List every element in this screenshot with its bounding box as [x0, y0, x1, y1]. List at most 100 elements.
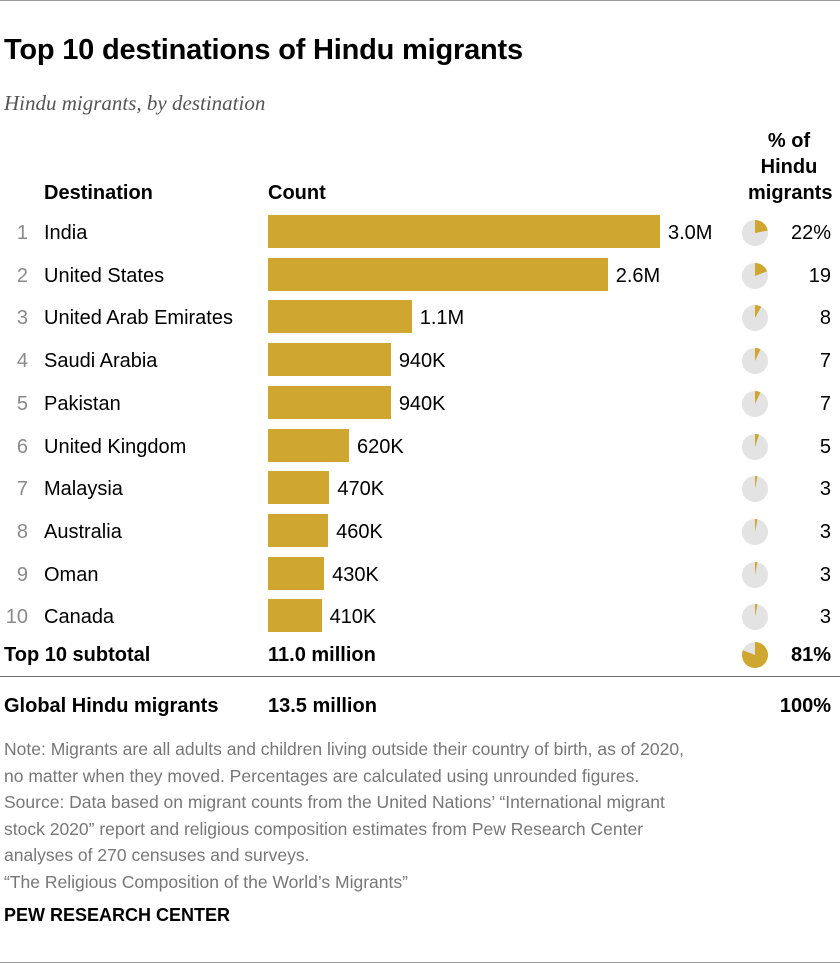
- percent-pie: [742, 604, 768, 631]
- destination-header: Destination: [44, 182, 153, 204]
- percent-pie: [742, 220, 768, 246]
- chart-title: Top 10 destinations of Hindu migrants: [4, 34, 523, 66]
- source-line: Source: Data based on migrant counts fro…: [4, 792, 665, 812]
- table-row: 5 Pakistan 940K 7: [0, 385, 840, 422]
- pie-slice: [755, 220, 768, 233]
- percent-header-line3: migrants: [748, 182, 833, 204]
- pie-slice: [741, 642, 768, 668]
- bar-value-label: 470K: [337, 478, 385, 501]
- percent-pie: [742, 262, 768, 289]
- destination-label: India: [44, 222, 88, 244]
- percent-pie: [742, 518, 768, 545]
- table-row: 9 Oman 430K 3: [0, 556, 840, 593]
- table-row: 10 Canada 410K 3: [0, 599, 840, 635]
- destination-label: Oman: [44, 563, 99, 586]
- bar: [268, 556, 325, 590]
- rank-label: 9: [16, 563, 28, 586]
- table-row: 4 Saudi Arabia 940K 7: [0, 343, 840, 379]
- rank-label: 7: [16, 478, 28, 501]
- destination-label: Australia: [44, 520, 122, 543]
- destination-label: Malaysia: [44, 478, 123, 501]
- percent-pie: [742, 390, 768, 417]
- note-line: no matter when they moved. Percentages a…: [4, 765, 640, 786]
- destination-label: United Arab Emirates: [44, 307, 233, 330]
- notes: Note: Migrants are all adults and childr…: [4, 736, 824, 895]
- bottom-rule: [0, 962, 840, 963]
- percent-label: 7: [819, 392, 831, 415]
- percent-pie: [742, 305, 768, 332]
- percent-header: % of Hindu migrants: [748, 128, 833, 206]
- global-row: Global Hindu migrants 13.5 million 100%: [0, 692, 840, 722]
- bar-value-label: 430K: [332, 563, 379, 586]
- rank-label: 3: [16, 307, 28, 330]
- table-row: 3 United Arab Emirates 1.1M 8: [0, 300, 840, 336]
- bar-value-label: 460K: [336, 520, 383, 543]
- percent-label: 3: [819, 563, 831, 586]
- percent-label: 3: [819, 478, 831, 501]
- percent-pie: [742, 433, 768, 460]
- pie-slice: [755, 262, 768, 276]
- rank-label: 4: [16, 350, 28, 373]
- percent-label: 5: [819, 435, 831, 458]
- pie-slice: [755, 518, 758, 532]
- bar-value-label: 410K: [329, 606, 377, 629]
- bar: [268, 599, 322, 633]
- destination-label: Canada: [44, 606, 115, 629]
- subtotal-row: Top 10 subtotal 11.0 million 81%: [0, 641, 840, 671]
- bar: [268, 513, 329, 547]
- pie-slice: [755, 561, 758, 575]
- table-row: 2 United States 2.6M 19: [0, 257, 840, 294]
- pie-slice: [755, 305, 762, 319]
- destination-label: United Kingdom: [44, 435, 187, 458]
- count-header: Count: [268, 182, 326, 204]
- rank-label: 5: [16, 392, 28, 415]
- percent-pie: [742, 348, 768, 375]
- source-line: stock 2020” report and religious composi…: [4, 818, 644, 839]
- divider: [0, 676, 840, 677]
- table-row: 1 India 3.0M 22%: [0, 215, 840, 251]
- bar-value-label: 620K: [357, 435, 404, 458]
- bar: [268, 343, 391, 377]
- global-value: 13.5 million: [268, 695, 377, 717]
- subtotal-label: Top 10 subtotal: [4, 644, 151, 666]
- pew-logo-text: PEW RESEARCH CENTER: [4, 905, 231, 925]
- destination-label: Saudi Arabia: [44, 350, 158, 373]
- bar-value-label: 1.1M: [419, 307, 465, 330]
- rank-label: 1: [16, 222, 28, 244]
- percent-label: 22%: [790, 222, 831, 244]
- table-row: 7 Malaysia 470K 3: [0, 471, 840, 507]
- bar: [268, 471, 330, 505]
- subtotal-percent: 81%: [790, 644, 831, 666]
- bar-value-label: 2.6M: [615, 264, 661, 287]
- percent-header-line2: Hindu: [760, 156, 818, 178]
- bar-value-label: 940K: [398, 350, 446, 373]
- bar: [268, 257, 608, 291]
- percent-label: 3: [819, 606, 831, 629]
- rank-label: 6: [16, 435, 28, 458]
- table-row: 6 United Kingdom 620K 5: [0, 428, 840, 465]
- percent-label: 3: [819, 520, 831, 543]
- rank-label: 8: [16, 520, 28, 543]
- pie-slice: [755, 433, 760, 447]
- chart-subtitle: Hindu migrants, by destination: [4, 91, 266, 115]
- source-line: analyses of 270 censuses and surveys.: [4, 845, 310, 865]
- pie-slice: [755, 604, 758, 618]
- subtotal-value: 11.0 million: [268, 644, 376, 666]
- destination-label: United States: [44, 264, 165, 287]
- percent-label: 19: [808, 264, 831, 287]
- pie-slice: [755, 476, 758, 490]
- bar-value-label: 940K: [398, 392, 446, 415]
- rank-label: 2: [16, 264, 28, 287]
- subtotal-pie: [741, 642, 768, 668]
- bar-value-label: 3.0M: [668, 222, 713, 244]
- report-title: “The Religious Composition of the World’…: [4, 871, 408, 892]
- percent-label: 8: [819, 307, 831, 330]
- bar: [268, 385, 391, 419]
- top-rule: [0, 0, 840, 1]
- bar: [268, 300, 412, 334]
- bar: [268, 428, 349, 462]
- destination-label: Pakistan: [44, 392, 121, 415]
- global-percent: 100%: [779, 695, 831, 717]
- percent-header-line1: % of: [767, 130, 811, 152]
- percent-label: 7: [819, 350, 831, 373]
